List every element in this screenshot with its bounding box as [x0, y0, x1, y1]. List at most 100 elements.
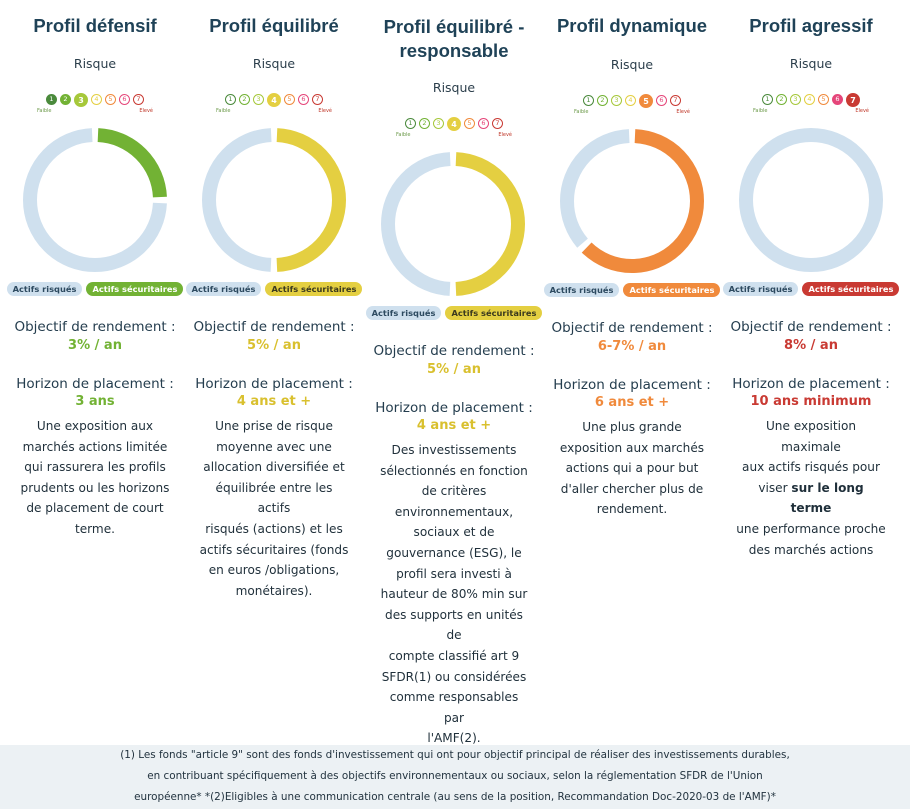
risk-level-7-icon: 7	[133, 94, 144, 105]
footnote-line: européenne* *(2)Eligibles à une communic…	[134, 791, 776, 803]
scale-high-label: Elevé	[676, 108, 690, 115]
risk-level-5-icon: 5	[105, 94, 116, 105]
objective-heading: Objectif de rendement :	[551, 320, 713, 336]
risky-assets-segment	[739, 128, 883, 272]
profile-description: Des investissements sélectionnés en fonct…	[378, 440, 530, 749]
risk-level-2-icon: 2	[239, 94, 250, 105]
description-line: l'AMF(2).	[427, 731, 481, 746]
safe-assets-badge: Actifs sécuritaires	[86, 282, 184, 296]
risk-scale-labels: Faible Elevé	[570, 109, 694, 117]
description-line: profil sera investi à	[396, 566, 512, 581]
allocation-legend: Actifs risqués Actifs sécuritaires	[543, 283, 721, 297]
risk-label: Risque	[789, 56, 833, 71]
description-line: d'aller chercher plus de	[560, 481, 704, 496]
description-line: prudents ou les horizons	[20, 480, 170, 495]
objective-value: 8% / an	[784, 338, 838, 353]
profile-title-line: Profil défensif	[33, 15, 157, 36]
risk-level-3-icon: 3	[433, 118, 444, 129]
risk-level-5-icon: 5	[639, 93, 653, 108]
footnote: (1) Les fonds "article 9" sont des fonds…	[0, 745, 910, 809]
profile-title-line: Profil dynamique	[556, 15, 708, 36]
safe-assets-segment	[202, 128, 346, 272]
risk-level-5-icon: 5	[284, 94, 295, 105]
risky-assets-badge: Actifs risqués	[722, 282, 799, 296]
description-line: actifs sécuritaires (fonds	[199, 542, 349, 557]
description-line: de critères	[421, 484, 487, 499]
risk-level-4-icon: 4	[91, 94, 102, 105]
description-line: Une exposition aux	[36, 419, 154, 433]
safe-assets-badge: Actifs sécuritaires	[265, 282, 363, 296]
allocation-donut	[557, 126, 707, 276]
horizon-heading: Horizon de placement :	[375, 400, 533, 416]
description-text: une performance proche	[736, 521, 886, 536]
scale-high-label: Elevé	[139, 107, 153, 114]
allocation-donut	[736, 125, 886, 275]
profile-title: Profil dynamique	[543, 14, 721, 38]
profile-description: Une prise de risque moyenne avec une alloc…	[199, 416, 349, 601]
risk-level-2-icon: 2	[419, 118, 430, 129]
risk-level-4-icon: 4	[804, 94, 815, 105]
scale-low-label: Faible	[216, 107, 231, 114]
donut-chart	[202, 128, 346, 272]
risk-level-4-icon: 4	[267, 92, 281, 107]
risk-level-3-icon: 3	[790, 94, 801, 105]
allocation-donut	[20, 125, 170, 275]
description-line: en euros /obligations,	[208, 563, 340, 578]
safe-assets-badge: Actifs sécuritaires	[802, 282, 900, 296]
risk-level-6-icon: 6	[832, 94, 843, 105]
risky-assets-segment	[202, 128, 346, 272]
risk-level-1-icon: 1	[225, 94, 236, 105]
risk-level-6-icon: 6	[119, 94, 130, 105]
risk-scale: 1 2 3 4 5 6 7 Faible Elevé	[543, 93, 721, 121]
horizon-value: 3 ans	[75, 394, 115, 409]
risk-level-3-icon: 3	[611, 95, 622, 106]
profile-title: Profil agressif	[722, 14, 900, 38]
description-line: des supports en unités de	[385, 607, 523, 643]
horizon-heading: Horizon de placement :	[732, 376, 890, 392]
description-line: Une plus grande	[582, 420, 682, 434]
allocation-donut	[199, 125, 349, 275]
risky-assets-badge: Actifs risqués	[365, 306, 442, 320]
risk-level-2-icon: 2	[60, 94, 71, 105]
risk-level-3-icon: 3	[74, 92, 88, 107]
risk-scale-labels: Faible Elevé	[392, 132, 516, 140]
risky-assets-segment	[381, 152, 525, 296]
risky-assets-segment	[23, 128, 167, 272]
risk-level-5-icon: 5	[818, 94, 829, 105]
description-line: rendement.	[596, 502, 668, 517]
scale-high-label: Elevé	[318, 107, 332, 114]
risk-scale: 1 2 3 4 5 6 7 Faible Elevé	[185, 92, 363, 120]
risk-scale: 1 2 3 4 5 6 7 Faible Elevé	[722, 92, 900, 120]
description-line: qui rassurera les profils	[24, 460, 166, 475]
profile-title: Profil équilibré	[185, 14, 363, 38]
description-emphasis: sur le long terme	[790, 480, 864, 516]
profile-description: Une exposition maximale aux actifs risqué…	[736, 416, 886, 560]
risky-assets-badge: Actifs risqués	[543, 283, 620, 297]
risk-level-1-icon: 1	[405, 118, 416, 129]
description-line: compte classifié art 9	[388, 648, 520, 663]
profile-description: Une plus grande exposition aux marchés act…	[557, 417, 707, 520]
horizon-value: 10 ans minimum	[750, 394, 872, 409]
footnote-line: (1) Les fonds "article 9" sont des fonds…	[120, 749, 790, 761]
description-text: viser	[758, 480, 792, 495]
description-line: SFDR(1) ou considérées	[381, 669, 527, 684]
description-line: une performance proche	[736, 519, 886, 540]
description-line: des marchés actions	[736, 540, 886, 561]
profile-title-line: Profil agressif	[749, 15, 873, 36]
risky-assets-badge: Actifs risqués	[185, 282, 262, 296]
donut-chart	[23, 128, 167, 272]
risk-level-7-icon: 7	[312, 94, 323, 105]
risk-label: Risque	[610, 57, 654, 72]
horizon-heading: Horizon de placement :	[16, 376, 174, 392]
safe-assets-badge: Actifs sécuritaires	[445, 306, 543, 320]
description-text: Une exposition maximale	[765, 419, 857, 454]
description-line: Des investissements	[391, 443, 517, 457]
description-line: équilibrée entre les actifs	[215, 480, 333, 516]
profile-title-line: responsable	[399, 40, 509, 61]
risk-scale: 1 2 3 4 5 6 7 Faible Elevé	[364, 116, 544, 144]
risk-level-6-icon: 6	[656, 95, 667, 106]
scale-low-label: Faible	[574, 108, 589, 115]
